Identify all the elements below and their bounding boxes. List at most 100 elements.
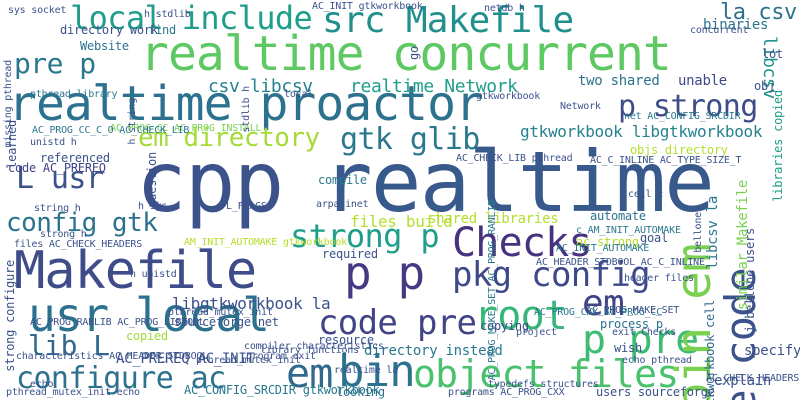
word-cloud-term: cell c — [628, 189, 663, 200]
word-cloud-term: AC_PREREQ AC_INIT — [116, 351, 255, 367]
word-cloud-term: strong p — [290, 217, 440, 255]
word-cloud-term: j bellone users — [743, 228, 757, 333]
word-cloud-term: usr local — [28, 288, 270, 342]
word-cloud-term: gtkworkbook libgtkworkbook — [520, 122, 763, 141]
word-cloud-term: pthread_mutex_init — [168, 307, 273, 318]
word-cloud-term: src Makefile — [322, 0, 574, 41]
word-cloud-term: realtime Network — [350, 76, 518, 97]
word-cloud-term: AC_PROG_RANLIB AC_PROG_LIBTOOL — [30, 317, 205, 328]
word-cloud-term: two shared — [578, 73, 660, 89]
word-cloud-term: AC_HEADER_STDBOOL AC_C_INLINE — [536, 257, 705, 268]
word-cloud-term: libraries copied — [771, 90, 785, 202]
word-cloud-term: wish — [614, 341, 642, 355]
word-cloud-term: strong h — [40, 229, 87, 240]
word-cloud-term: pthread_mutex_init — [196, 355, 301, 366]
word-cloud-term: object files — [413, 352, 679, 396]
word-cloud-term: programs AC_PROG_CXX — [448, 387, 565, 398]
word-cloud-term: h stdlib — [144, 9, 191, 20]
word-cloud-term: AC_CHECK_HEADERS arpa — [706, 373, 800, 384]
word-cloud-term: project — [516, 327, 557, 338]
word-cloud-term: concurrent — [690, 25, 749, 36]
word-cloud-term: looking — [336, 385, 385, 399]
word-cloud-term: em — [286, 351, 333, 397]
word-cloud-term: echo pthread — [622, 355, 692, 366]
word-cloud-term: strong configure — [3, 260, 17, 372]
word-cloud-term: bellone — [693, 212, 704, 253]
word-cloud-term: AC_PROG_MAKE_SET AC_PROG_RANLIB — [487, 200, 498, 381]
word-cloud-term: characteristics AC_HEADER_STDBOOL — [16, 351, 209, 362]
word-cloud-term: AC_CHECK_LIB pthread — [456, 153, 573, 164]
word-cloud-term: la csv — [720, 0, 797, 25]
word-cloud-term: AC_CONFIG_SRCDIR gtkworkbook — [184, 383, 380, 397]
word-cloud-term: unistd h — [30, 137, 77, 148]
word-cloud-term: binaries — [703, 17, 769, 33]
word-cloud-term: netdb h — [484, 3, 525, 14]
word-cloud-term: users sourceforge — [596, 385, 715, 399]
word-cloud-term: AC_PROG_MAKE_SET — [586, 305, 680, 316]
word-cloud-term: realtime concurrent — [140, 26, 672, 82]
word-cloud-term: AC_C_INLINE AC_TYPE_SIZE_T — [590, 155, 742, 166]
word-cloud-term: L usr — [16, 161, 104, 196]
word-cloud-term: Checks — [452, 220, 593, 266]
word-cloud-term: copied — [126, 329, 168, 343]
word-cloud-term: automate — [590, 209, 646, 223]
word-cloud-term: objs directory — [630, 143, 728, 157]
word-cloud-term: local — [284, 89, 314, 100]
word-cloud-term: files build — [350, 212, 453, 231]
word-cloud-term: compile — [318, 173, 367, 187]
word-cloud-term: pkg config — [452, 255, 651, 295]
word-cloud-term: unable — [678, 73, 727, 89]
word-cloud-term: process p — [600, 317, 663, 331]
word-cloud-term: libgtkworkbook la — [172, 294, 331, 313]
word-cloud-term: required — [322, 247, 378, 261]
word-cloud-term: AM_INIT_AUTOMAKE gtkworkbook — [184, 237, 347, 248]
word-cloud-term: em directory — [138, 123, 320, 153]
word-cloud-term: resource — [318, 333, 374, 347]
word-cloud-term: echo — [30, 379, 54, 390]
word-cloud-term: root — [474, 293, 568, 339]
word-cloud-term: library functions — [260, 345, 359, 356]
word-cloud-term: code AC_PREREQ — [8, 161, 106, 175]
word-cloud-term: missing pthread — [3, 60, 14, 148]
word-cloud-term: files AC_CHECK_HEADERS — [14, 239, 143, 250]
word-cloud-term: p pre — [582, 317, 699, 363]
word-cloud-term: net AC_CONFIG_SRCDIR — [624, 111, 741, 122]
word-cloud-term: shared libraries — [428, 211, 559, 227]
word-cloud-term: arpa inet — [316, 199, 369, 210]
word-cloud-term: h sys — [138, 201, 168, 212]
word-cloud-term: realtime — [322, 133, 715, 231]
word-cloud-term: config gtk — [6, 208, 158, 238]
word-cloud-term: referenced — [40, 151, 110, 165]
word-cloud-term: exit Checks — [612, 327, 677, 338]
word-cloud-term: question — [145, 152, 159, 208]
word-cloud-term: AC_INIT_AUTOMAKE — [556, 243, 650, 254]
word-cloud-term: obj — [754, 79, 775, 93]
word-cloud-term: ac strong — [576, 235, 639, 249]
word-cloud-term: p strong — [618, 89, 758, 124]
word-cloud-term: AC_PROG_CXX AC_PROG_CC — [534, 307, 663, 318]
word-cloud-term: h unistd — [130, 269, 177, 280]
word-cloud-term: p p — [344, 246, 425, 300]
word-cloud-term: Website — [80, 39, 129, 53]
word-cloud-term: sourceforge net — [174, 315, 279, 329]
word-cloud-term: header files — [624, 273, 694, 284]
word-cloud-term: directory work — [60, 23, 158, 37]
word-cloud-term: AC_INIT gtkworkbook — [312, 1, 423, 12]
word-cloud-term: c AM_INIT_AUTOMAKE — [576, 225, 681, 236]
word-cloud-term: L_FLAGS — [226, 201, 267, 212]
word-cloud-term: copying — [480, 319, 529, 333]
word-cloud-term: typedefs structures — [488, 379, 599, 390]
word-cloud-term: lib L — [28, 329, 110, 362]
word-cloud-term: pthread_mutex_init echo — [6, 387, 140, 398]
word-cloud-term: AC_PROG_CC_C_O AC_CHECK_LIB — [32, 125, 190, 136]
word-cloud-term: realtime proactor — [8, 76, 484, 132]
word-cloud-term: pre p — [14, 47, 96, 80]
word-cloud-term: gtkworkbook — [476, 91, 541, 102]
word-cloud-term: csv libcsv — [208, 76, 313, 97]
word-cloud-term: configure ac — [16, 361, 226, 396]
word-cloud-term: em — [582, 283, 625, 324]
word-cloud-term: cpp — [136, 133, 284, 231]
word-cloud-term: AC_PROG_CC AC_PROG_INSTALL — [110, 123, 262, 134]
word-cloud-term: string h — [34, 203, 81, 214]
